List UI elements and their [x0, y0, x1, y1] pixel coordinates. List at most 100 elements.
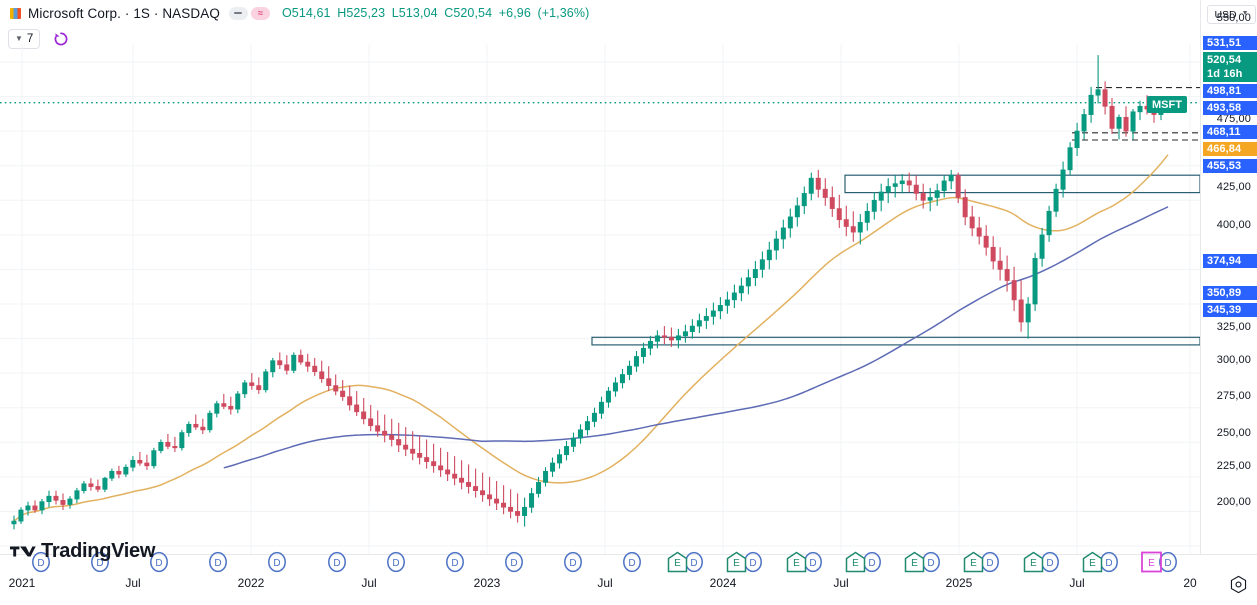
price-label-resistance[interactable]: 468,11 [1203, 125, 1257, 139]
price-label-support[interactable]: 498,81 [1203, 84, 1257, 98]
svg-text:D: D [1046, 558, 1053, 569]
svg-text:E: E [733, 558, 740, 569]
dividend-marker[interactable]: D [31, 551, 51, 578]
price-tick: 400,00 [1216, 219, 1251, 231]
tradingview-watermark: TradingView [10, 540, 155, 563]
symbol-price-tag[interactable]: MSFT [1147, 96, 1187, 113]
price-axis[interactable]: USD ▼ 550,00 475,00 425,00 400,00 325,00 300,… [1200, 0, 1257, 554]
price-tick: 300,00 [1216, 354, 1251, 366]
chevron-down-icon: ▼ [15, 33, 23, 43]
price-label-ma-blue[interactable]: 374,94 [1203, 254, 1257, 268]
sync-refresh-icon[interactable] [53, 31, 69, 47]
price-label-ma-orange[interactable]: 466,84 [1203, 142, 1257, 156]
ohlc-low: L513,04 [391, 6, 438, 20]
indicator-wave-icon[interactable]: ≈ [250, 6, 270, 20]
ohlc-change: +6,96 [498, 6, 531, 20]
chart-plot-area[interactable] [0, 44, 1200, 554]
price-label-support[interactable]: 493,58 [1203, 101, 1257, 115]
svg-text:D: D [1164, 558, 1171, 569]
ohlc-high: H525,23 [337, 6, 386, 20]
dividend-marker[interactable]: D [386, 551, 406, 578]
chart-toolbar-secondary: ▼ 7 [8, 29, 69, 49]
ohlc-close: C520,54 [444, 6, 493, 20]
svg-text:E: E [1148, 558, 1155, 569]
time-tick: Jul [597, 576, 613, 590]
svg-text:D: D [37, 558, 44, 569]
countdown: 1d 16h [1207, 68, 1243, 81]
price-tick: 425,00 [1216, 181, 1251, 193]
time-tick: 2023 [473, 576, 501, 590]
bar-count-value: 7 [26, 33, 34, 45]
svg-text:D: D [986, 558, 993, 569]
ohlc-open: O514,61 [281, 6, 331, 20]
svg-text:D: D [569, 558, 576, 569]
svg-text:D: D [214, 558, 221, 569]
watermark-text: TradingView [41, 540, 156, 562]
time-tick: 2021 [8, 576, 36, 590]
time-tick: Jul [1069, 576, 1085, 590]
bar-count-select[interactable]: ▼ 7 [8, 29, 41, 49]
dividend-marker[interactable]: D [208, 551, 228, 578]
header-badges: ≈ [228, 6, 270, 20]
time-tick: 20 [1183, 576, 1197, 590]
currency-value: USD [1214, 8, 1237, 21]
svg-text:D: D [749, 558, 756, 569]
svg-text:D: D [868, 558, 875, 569]
svg-text:D: D [1105, 558, 1112, 569]
time-tick: 2022 [237, 576, 265, 590]
symbol-title[interactable]: Microsoft Corp. · 1S · NASDAQ [28, 5, 220, 21]
svg-text:D: D [927, 558, 934, 569]
svg-text:D: D [155, 558, 162, 569]
dividend-marker[interactable]: D [267, 551, 287, 578]
time-tick: Jul [361, 576, 377, 590]
svg-text:D: D [451, 558, 458, 569]
svg-text:D: D [333, 558, 340, 569]
price-tick: 325,00 [1216, 321, 1251, 333]
svg-text:E: E [911, 558, 918, 569]
svg-text:E: E [1030, 558, 1037, 569]
dividend-marker[interactable]: D [563, 551, 583, 578]
dividend-marker[interactable]: D [504, 551, 524, 578]
price-tick: 275,00 [1216, 390, 1251, 402]
chevron-down-icon: ▼ [1241, 10, 1249, 17]
svg-text:D: D [690, 558, 697, 569]
svg-text:D: D [628, 558, 635, 569]
svg-text:D: D [392, 558, 399, 569]
dividend-marker[interactable]: D [90, 551, 110, 578]
svg-text:D: D [273, 558, 280, 569]
ohlc-readout: O514,61 H525,23 L513,04 C520,54 +6,96 (+… [282, 6, 592, 20]
chart-style-bar-icon[interactable] [228, 6, 248, 20]
currency-select[interactable]: USD ▼ [1207, 5, 1256, 24]
svg-text:E: E [793, 558, 800, 569]
price-label-support[interactable]: 455,53 [1203, 159, 1257, 173]
price-label-support[interactable]: 345,39 [1203, 303, 1257, 317]
dividend-marker[interactable]: D [327, 551, 347, 578]
svg-text:D: D [510, 558, 517, 569]
price-label-resistance[interactable]: 350,89 [1203, 286, 1257, 300]
time-tick: 2024 [709, 576, 737, 590]
svg-text:E: E [970, 558, 977, 569]
price-tick: 550,00 [1216, 12, 1251, 24]
svg-text:E: E [852, 558, 859, 569]
ohlc-change-pct: (+1,36%) [537, 6, 590, 20]
dividend-marker[interactable]: D [149, 551, 169, 578]
svg-text:E: E [674, 558, 681, 569]
dividend-marker[interactable]: D [445, 551, 465, 578]
price-tick: 200,00 [1216, 496, 1251, 508]
price-tick: 225,00 [1216, 460, 1251, 472]
price-label-last-price[interactable]: 520,54 1d 16h [1203, 52, 1257, 83]
time-axis[interactable]: 2021 Jul 2022 Jul 2023 Jul 2024 Jul 2025 Jul 20 D D D… [0, 551, 1257, 605]
svg-text:D: D [96, 558, 103, 569]
dividend-marker[interactable]: D [622, 551, 642, 578]
price-label-resistance[interactable]: 531,51 [1203, 36, 1257, 50]
candlestick-canvas[interactable] [0, 44, 1200, 554]
